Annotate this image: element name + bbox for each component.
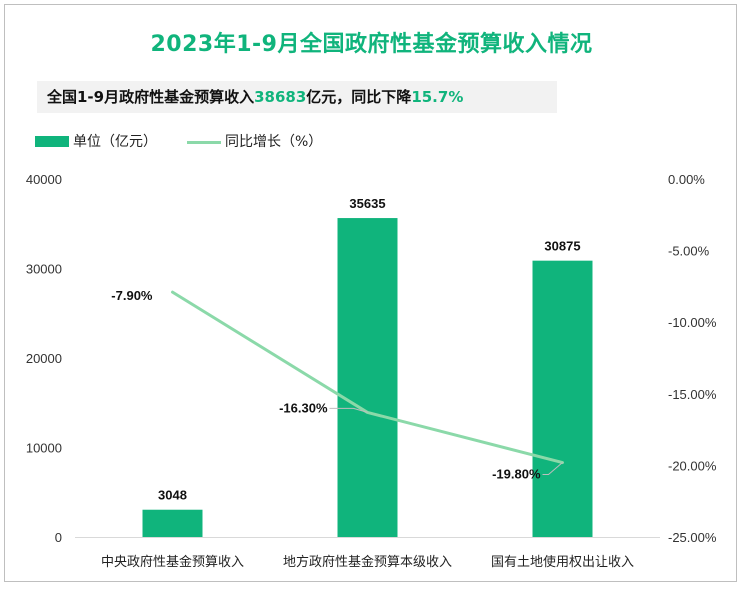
y-right-tick-label: -20.00%: [668, 458, 717, 473]
line-label-leader: [542, 462, 563, 476]
bar-data-label: 35635: [349, 196, 385, 211]
x-tick-label: 国有土地使用权出让收入: [491, 554, 634, 570]
chart-title: 2023年1-9月全国政府性基金预算收入情况: [150, 32, 593, 57]
bar-data-label: 3048: [158, 488, 187, 503]
legend-label-bar: 单位（亿元）: [73, 134, 157, 150]
y-right-tick-label: -5.00%: [668, 244, 710, 259]
legend-swatch-bar: [35, 136, 69, 147]
y-left-tick-label: 0: [55, 530, 62, 545]
y-right-tick-label: -25.00%: [668, 530, 717, 545]
y-left-tick-label: 30000: [26, 262, 62, 277]
x-tick-label: 地方政府性基金预算本级收入: [283, 554, 452, 570]
legend-label-line: 同比增长（%）: [225, 134, 323, 150]
y-right-tick-label: 0.00%: [668, 172, 705, 187]
y-right-tick-label: -15.00%: [668, 387, 717, 402]
bar: [142, 509, 203, 537]
summary-value: 38683: [254, 88, 307, 106]
y-left-tick-label: 20000: [26, 351, 62, 366]
line-label-leader: [329, 407, 368, 413]
y-left-tick-label: 40000: [26, 172, 62, 187]
summary-banner: 全国1-9月政府性基金预算收入38683亿元，同比下降15.7%: [37, 81, 557, 113]
bar: [532, 260, 593, 537]
line-data-label: -19.80%: [492, 467, 541, 482]
y-left-tick-label: 10000: [26, 441, 62, 456]
legend-swatch-line: [187, 141, 221, 144]
summary-text-1: 全国1-9月政府性基金预算收入: [47, 88, 255, 106]
bar: [337, 218, 398, 537]
line-data-label: -16.30%: [279, 400, 328, 415]
y-right-tick-label: -10.00%: [668, 315, 717, 330]
bar-data-label: 30875: [544, 239, 580, 254]
x-tick-label: 中央政府性基金预算收入: [101, 554, 244, 570]
line-data-label: -7.90%: [111, 288, 153, 303]
summary-pct: 15.7%: [411, 88, 464, 106]
summary-text-2: 亿元，同比下降: [306, 88, 412, 106]
